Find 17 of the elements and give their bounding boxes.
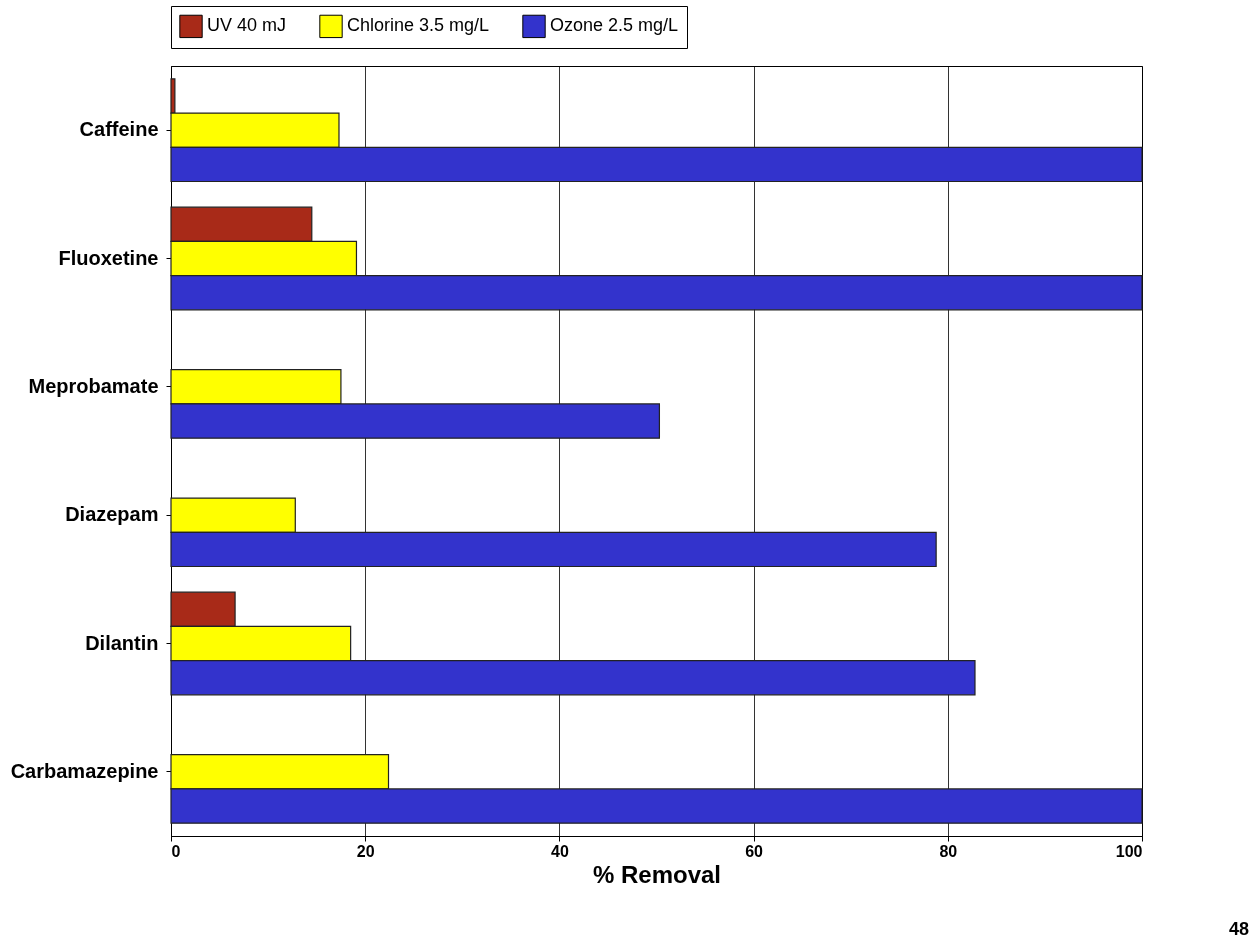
x-tick-label: 20 [356, 842, 375, 860]
x-tick-label: 60 [745, 842, 764, 860]
legend-label: Ozone 2.5 mg/L [550, 15, 679, 36]
y-tick-label: Diazepam [65, 503, 159, 526]
x-axis-title: % Removal [592, 860, 722, 888]
legend-label: UV 40 mJ [207, 15, 287, 36]
y-tick-label: Dilantin [85, 631, 159, 654]
x-tick-label: 40 [551, 842, 569, 860]
legend-label: Chlorine 3.5 mg/L [347, 15, 490, 36]
text: 48 [1228, 919, 1249, 940]
y-tick-label: Caffeine [79, 118, 159, 141]
y-tick-label: Meprobamate [28, 374, 159, 397]
x-tick-label: 100 [1115, 842, 1143, 860]
x-tick-label: 80 [939, 842, 958, 860]
x-tick-label: 0 [171, 842, 181, 860]
y-tick-label: Carbamazepine [10, 759, 159, 782]
y-tick-label: Fluoxetine [58, 246, 159, 269]
